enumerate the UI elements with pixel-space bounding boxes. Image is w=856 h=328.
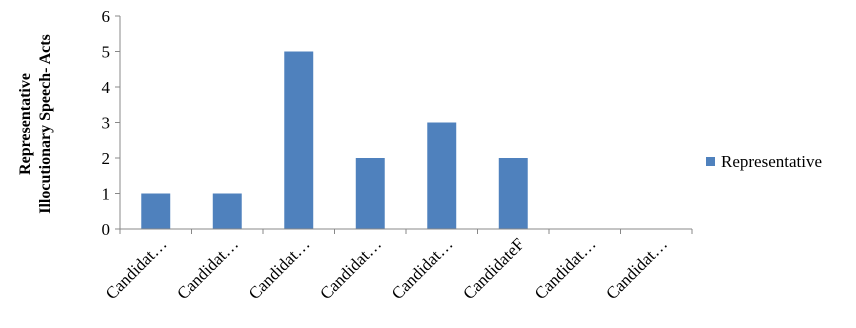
y-tick-label: 4 <box>102 78 111 97</box>
x-tick-label: Candidat… <box>245 234 314 303</box>
bars <box>141 51 528 229</box>
bar-6 <box>498 158 528 229</box>
y-tick-label: 5 <box>102 43 111 62</box>
bar-1 <box>141 193 171 229</box>
y-axis-label-line2: Illocutionary Speech- Acts <box>37 34 54 214</box>
x-tick-label: Candidat… <box>173 234 242 303</box>
y-tick-label: 1 <box>102 185 111 204</box>
x-axis-ticks: Candidat… Candidat… Candidat… Candidat… Cand… <box>102 229 693 303</box>
y-axis-ticks: 0 1 2 3 4 5 6 <box>102 7 120 239</box>
x-tick-label: Candidat… <box>531 234 600 303</box>
x-tick-label: CandidateF <box>459 234 528 303</box>
x-tick-label: Candidat… <box>102 234 171 303</box>
x-tick-label: Candidat… <box>388 234 457 303</box>
legend: Representative <box>706 152 822 171</box>
y-axis-label: Representative Illocutionary Speech- Act… <box>17 34 54 214</box>
y-axis-label-line1: Representative <box>17 73 34 175</box>
y-tick-label: 2 <box>102 149 111 168</box>
x-tick-label: Candidat… <box>316 234 385 303</box>
y-tick-label: 6 <box>102 7 111 26</box>
bar-2 <box>212 193 242 229</box>
y-tick-label: 0 <box>102 220 111 239</box>
x-tick-label: Candidat… <box>602 234 671 303</box>
legend-label: Representative <box>721 152 822 171</box>
bar-4 <box>355 158 385 229</box>
y-tick-label: 3 <box>102 114 111 133</box>
bar-5 <box>427 122 457 229</box>
bar-3 <box>284 51 314 229</box>
legend-swatch <box>706 157 715 166</box>
